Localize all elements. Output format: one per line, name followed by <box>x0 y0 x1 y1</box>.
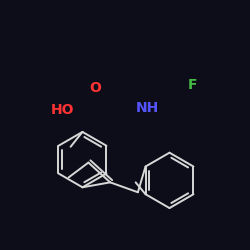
Text: F: F <box>188 78 197 92</box>
Text: HO: HO <box>51 103 74 117</box>
Text: NH: NH <box>136 101 159 115</box>
Text: O: O <box>90 82 101 96</box>
